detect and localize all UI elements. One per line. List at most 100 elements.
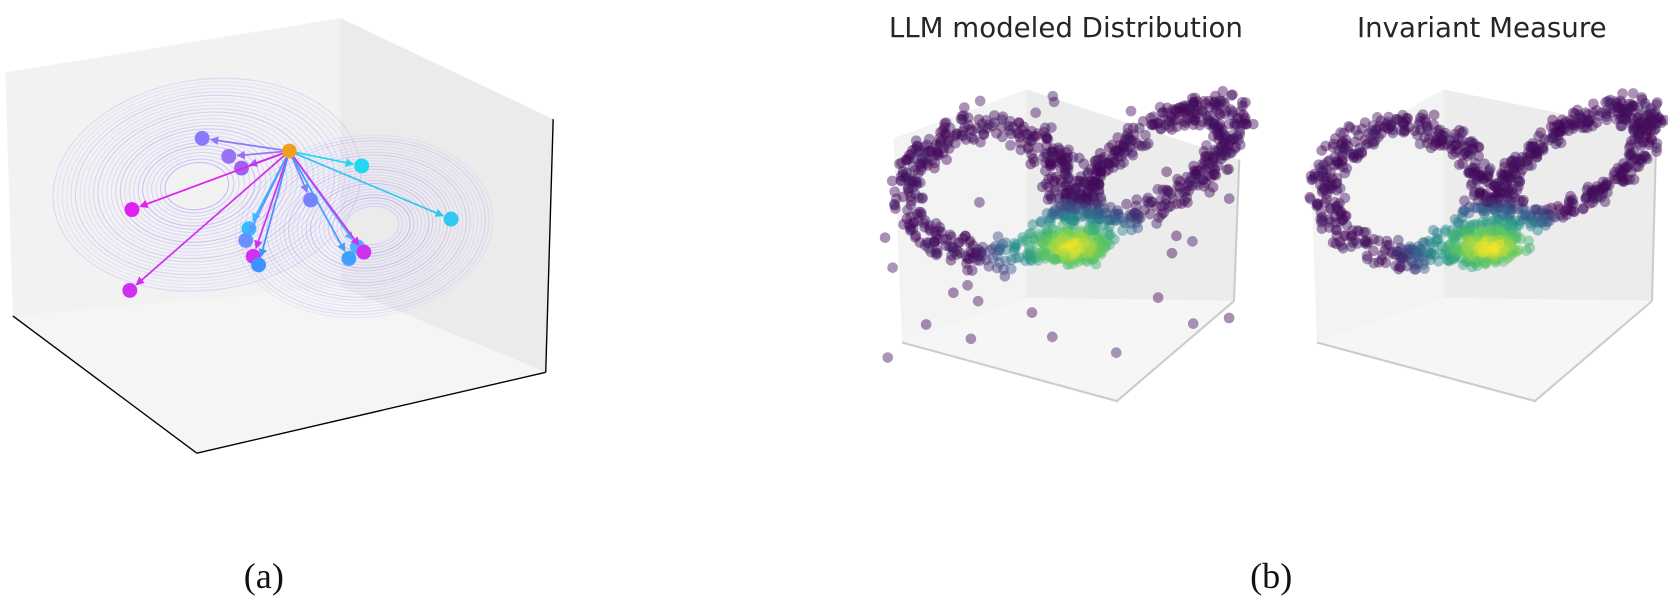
scatter-point <box>946 241 958 253</box>
scatter-point <box>1497 243 1508 255</box>
scatter-point <box>1045 161 1056 172</box>
scatter-point <box>1546 202 1557 214</box>
scatter-point <box>1579 122 1590 133</box>
scatter-point <box>970 248 981 260</box>
scatter-point <box>1099 242 1111 253</box>
scatter-point <box>1095 235 1106 247</box>
scatter-point <box>1039 122 1051 134</box>
scatter-point <box>1048 233 1059 245</box>
scatter-point <box>1595 191 1607 203</box>
scatter-point <box>1112 205 1123 216</box>
scatter-point <box>1493 234 1504 246</box>
scatter-point <box>1316 223 1328 234</box>
scatter-point <box>1476 242 1487 253</box>
scatter-point <box>1053 244 1065 255</box>
scatter-point <box>945 254 957 266</box>
scatter-point <box>1463 232 1474 244</box>
orbit <box>305 180 434 272</box>
scatter-point <box>1476 252 1487 264</box>
scatter-point <box>1146 119 1158 130</box>
scatter-point <box>1359 134 1371 145</box>
scatter-point <box>1481 241 1493 252</box>
scatter-point <box>1484 250 1496 262</box>
scatter-point <box>1062 236 1074 248</box>
scatter-point <box>901 167 912 179</box>
scatter-point <box>1124 141 1136 153</box>
scatter-point <box>1188 160 1199 172</box>
scatter-point <box>1093 226 1105 237</box>
scatter-point <box>1054 144 1065 155</box>
scatter-point <box>1514 194 1526 206</box>
arrows <box>122 130 459 298</box>
scatter-point <box>1117 225 1128 236</box>
scatter-point <box>1213 144 1224 156</box>
scatter-point <box>1385 120 1397 132</box>
scatter-point <box>1518 203 1530 215</box>
scatter-point <box>1407 256 1418 268</box>
scatter-point <box>1479 246 1490 258</box>
scatter-point <box>991 127 1002 139</box>
scatter-point <box>1639 150 1651 162</box>
scatter-point <box>1537 142 1549 154</box>
scatter-point <box>1208 160 1219 172</box>
scatter-point <box>1317 165 1329 176</box>
scatter-point <box>1492 247 1503 259</box>
scatter-point <box>904 152 916 164</box>
scatter-point <box>919 147 931 158</box>
scatter-point <box>911 153 922 165</box>
scatter-point <box>920 158 932 169</box>
scatter-point <box>993 244 1004 256</box>
scatter-point <box>1162 202 1174 213</box>
scatter-point <box>1471 241 1482 252</box>
scatter-point <box>1061 226 1073 237</box>
scatter-point <box>1421 137 1433 149</box>
scatter-point <box>1627 123 1639 135</box>
arrow <box>248 150 291 234</box>
scatter-point <box>1037 236 1048 248</box>
scatter-point <box>1094 213 1105 225</box>
scatter-point <box>1240 97 1251 108</box>
scatter-point <box>1212 160 1224 172</box>
scatter-point <box>1379 244 1391 256</box>
scatter-point <box>1178 187 1190 198</box>
scatter-point <box>1425 142 1437 154</box>
scatter-point <box>1463 146 1475 157</box>
scatter-point <box>1076 190 1088 201</box>
scatter-point <box>1203 150 1215 162</box>
scatter-point <box>1402 249 1413 260</box>
scatter-point <box>1056 237 1068 249</box>
scatter-point <box>1063 203 1075 215</box>
scatter-point <box>1337 154 1348 166</box>
scatter-point <box>1059 249 1070 260</box>
scatter-point <box>1103 214 1115 226</box>
scatter-point <box>1340 138 1352 149</box>
scatter-point <box>1426 248 1437 259</box>
scatter-point <box>1022 133 1034 144</box>
scatter-point <box>1315 207 1327 218</box>
scatter-point <box>1623 98 1635 110</box>
scatter-point <box>1136 140 1148 152</box>
scatter-point <box>1066 196 1077 208</box>
scatter-point <box>1463 225 1475 237</box>
scatter-point <box>1596 182 1608 193</box>
scatter-point <box>956 110 968 122</box>
scatter-point <box>1081 194 1093 205</box>
scatter-point <box>996 131 1008 143</box>
scatter-point <box>1443 255 1455 267</box>
scatter-point <box>1618 165 1630 177</box>
scatter-point <box>949 130 961 142</box>
scatter-point <box>1059 231 1070 242</box>
scatter-point <box>1335 139 1347 150</box>
scatter-point <box>1383 111 1395 123</box>
scatter-point <box>1093 162 1104 173</box>
scatter-point <box>1485 253 1497 265</box>
scatter-point <box>1493 239 1505 250</box>
axis-line <box>1650 132 1658 302</box>
scatter-point <box>1604 97 1616 109</box>
scatter-point <box>951 249 963 260</box>
scatter-point <box>1011 239 1022 251</box>
orbit <box>336 200 407 252</box>
scatter-point <box>1128 122 1139 134</box>
scatter-point <box>1630 153 1642 164</box>
scatter-point <box>1476 244 1487 255</box>
